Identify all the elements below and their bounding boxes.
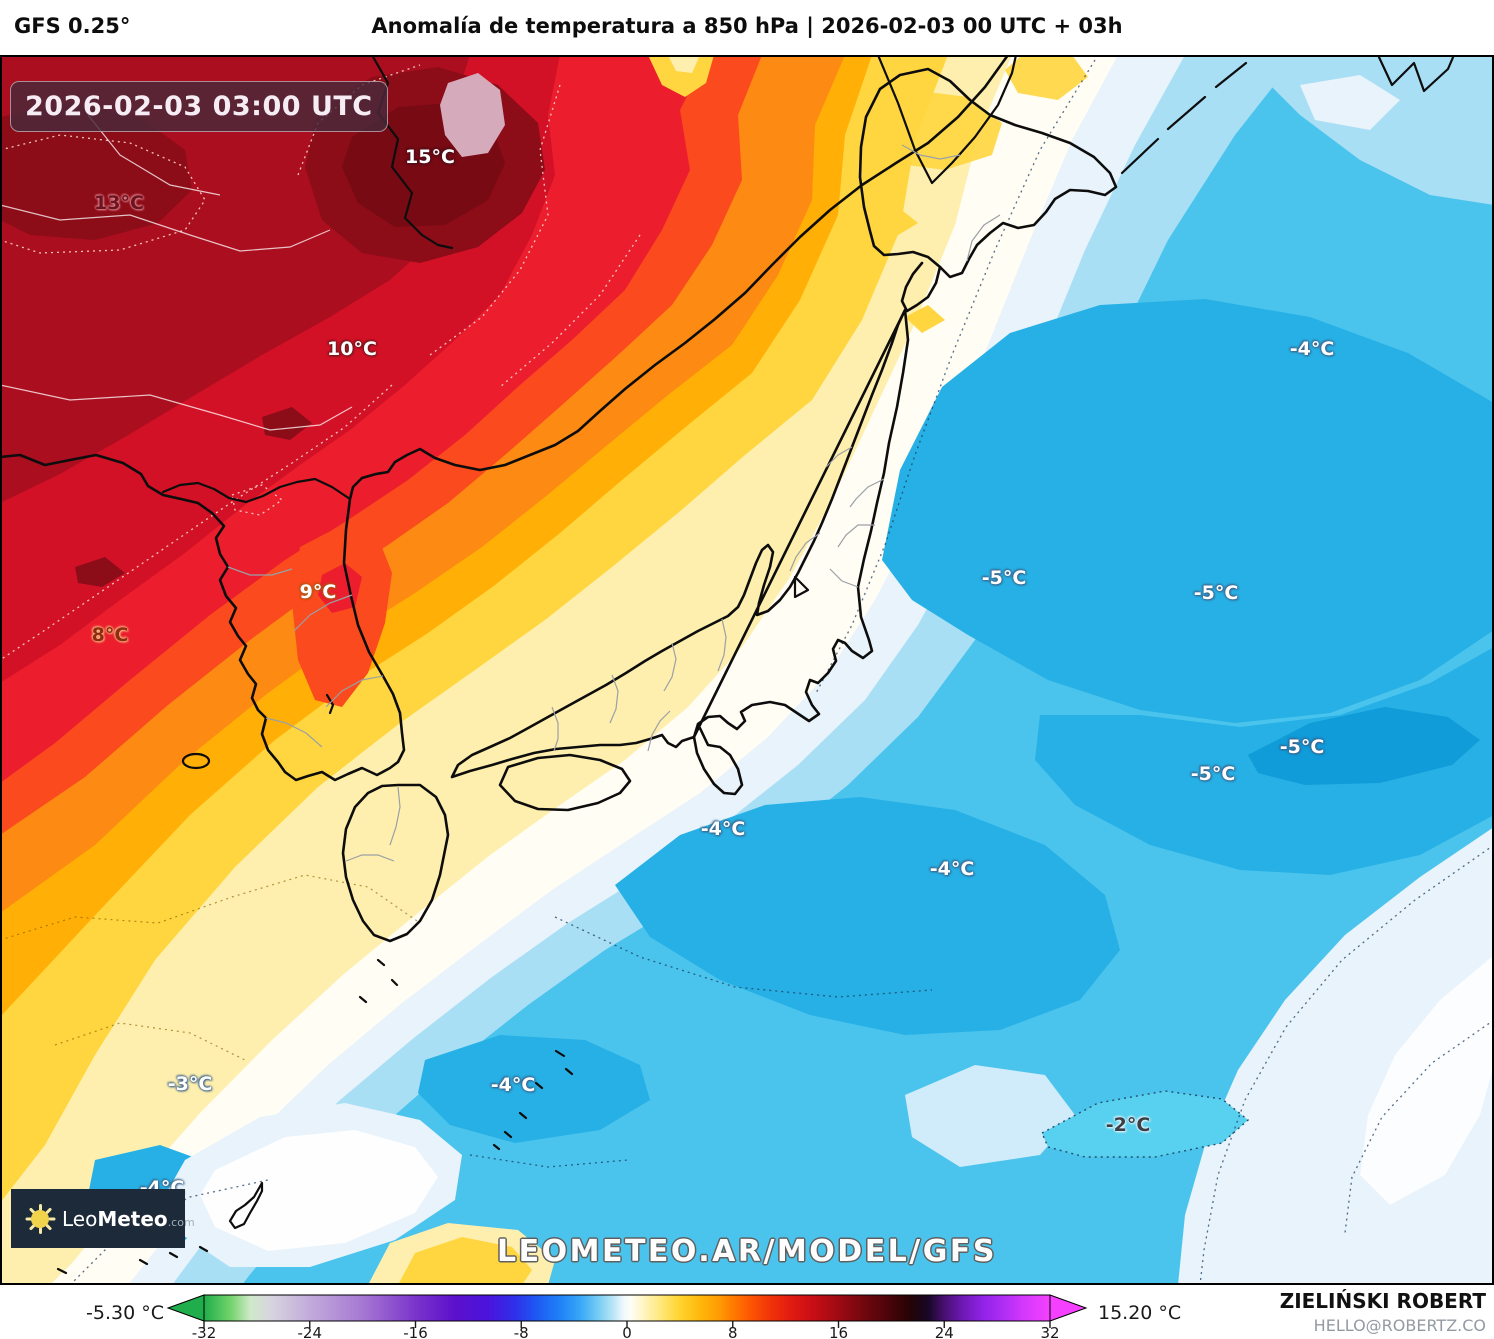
colorbar: -32 -24 -16 -8 0 8 16 24 32 — [166, 1294, 1088, 1339]
svg-text:24: 24 — [935, 1324, 954, 1339]
credit-name: ZIELIŃSKI ROBERT — [1279, 1289, 1486, 1313]
credit-email: HELLO@ROBERTZ.CO — [1313, 1316, 1486, 1335]
colorbar-min-value: -5.30 °C — [86, 1302, 164, 1324]
logo-tld: .com — [167, 1215, 195, 1229]
svg-text:-16: -16 — [403, 1324, 428, 1339]
svg-text:-32: -32 — [192, 1324, 217, 1339]
svg-text:-8: -8 — [514, 1324, 529, 1339]
logo-name: Leo — [62, 1206, 98, 1231]
leometeo-logo: LeoMeteo.com — [11, 1189, 195, 1248]
svg-text:32: 32 — [1040, 1324, 1059, 1339]
model-label: GFS 0.25° — [14, 14, 131, 38]
watermark: LEOMETEO.AR/MODEL/GFS — [497, 1234, 997, 1269]
sun-icon — [25, 1203, 56, 1234]
credit: ZIELIŃSKI ROBERT HELLO@ROBERTZ.CO — [1280, 1289, 1486, 1335]
anomaly-map: 13°C 15°C 10°C 9°C 8°C -4°C -5°C -5°C -5°C -5°C -4… — [0, 55, 1494, 1285]
svg-text:16: 16 — [829, 1324, 848, 1339]
svg-text:-24: -24 — [298, 1324, 323, 1339]
page-title: Anomalía de temperatura a 850 hPa | 2026… — [371, 14, 1123, 38]
svg-text:0: 0 — [622, 1324, 632, 1339]
anomaly-map-canvas — [0, 55, 1494, 1285]
footer: -32 -24 -16 -8 0 8 16 24 32 -5.30 °C 15.20 °C ZI… — [0, 1285, 1494, 1339]
header: GFS 0.25° Anomalía de temperatura a 850 … — [0, 0, 1494, 55]
logo-name-bold: Meteo — [97, 1206, 168, 1231]
colorbar-max-value: 15.20 °C — [1098, 1302, 1182, 1324]
logo-text: LeoMeteo.com — [62, 1207, 195, 1231]
valid-time-badge: 2026-02-03 03:00 UTC — [10, 81, 388, 132]
svg-text:8: 8 — [728, 1324, 738, 1339]
